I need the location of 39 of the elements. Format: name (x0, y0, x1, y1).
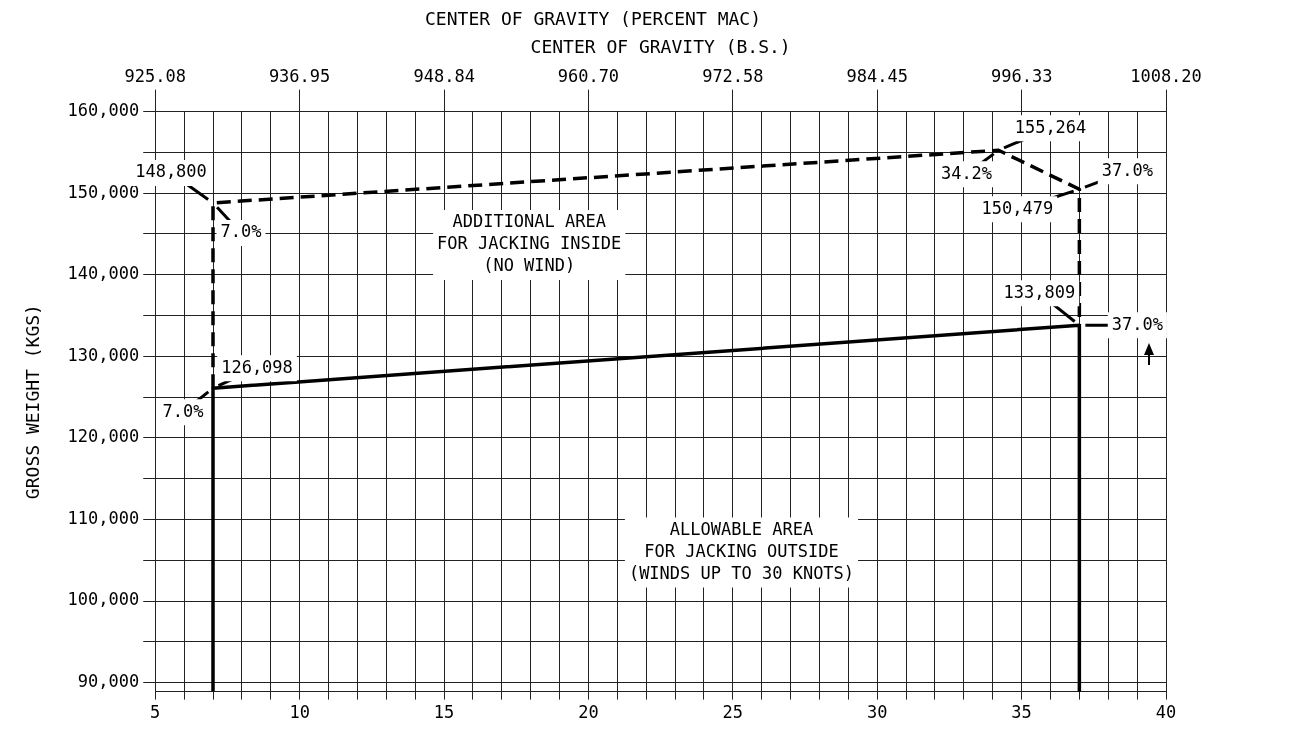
x-tick-label: 20 (578, 702, 599, 723)
annotation: ADDITIONAL AREA FOR JACKING INSIDE (NO WIND) (437, 211, 622, 276)
annotation: 133,809 (1003, 281, 1076, 302)
x2-tick-label: 948.84 (413, 65, 475, 86)
y-axis-title: GROSS WEIGHT (KGS) (22, 304, 44, 500)
annotation: 37.0% (1101, 159, 1153, 180)
x2-axis-title: CENTER OF GRAVITY (B.S.) (530, 36, 791, 58)
x2-tick-label: 936.95 (268, 65, 331, 86)
annotation: 37.0% (1111, 313, 1163, 334)
x-tick-label: 25 (722, 702, 744, 723)
x2-tick-label: 925.08 (124, 65, 186, 86)
annotation: 150,479 (981, 197, 1054, 218)
y-tick-label: 160,000 (67, 100, 140, 121)
x2-tick-label: 960.70 (557, 65, 620, 86)
y-tick-label: 140,000 (67, 263, 140, 284)
y-tick-label: 100,000 (67, 589, 140, 610)
y-tick-label: 150,000 (67, 181, 140, 202)
annotation: 155,264 (1014, 116, 1087, 137)
annotation: ALLOWABLE AREA FOR JACKING OUTSIDE (WINDS UP TO 30 KNOTS) (628, 518, 855, 583)
annotation: 7.0% (220, 221, 262, 242)
y-tick-label: 110,000 (67, 507, 140, 528)
y-tick-label: 90,000 (77, 671, 140, 692)
annotation: 126,098 (221, 356, 293, 377)
x-tick-label: 15 (433, 702, 455, 723)
annotation: 148,800 (135, 161, 207, 182)
x2-tick-label: 972.58 (702, 65, 764, 86)
y-tick-label: 120,000 (67, 426, 140, 447)
x-tick-label: 5 (150, 702, 161, 723)
x-tick-label: 35 (1011, 702, 1032, 723)
y-tick-label: 130,000 (67, 344, 140, 365)
x-tick-label: 30 (866, 702, 888, 723)
x-tick-label: 40 (1155, 702, 1177, 723)
x2-tick-label: 984.45 (846, 65, 908, 86)
annotation: 7.0% (162, 400, 204, 421)
x2-tick-label: 996.33 (990, 65, 1053, 86)
chart-title: CENTER OF GRAVITY (PERCENT MAC) (425, 8, 761, 30)
x-tick-label: 10 (289, 702, 310, 723)
x2-tick-label: 1008.20 (1130, 65, 1202, 86)
annotation: 34.2% (940, 162, 993, 183)
